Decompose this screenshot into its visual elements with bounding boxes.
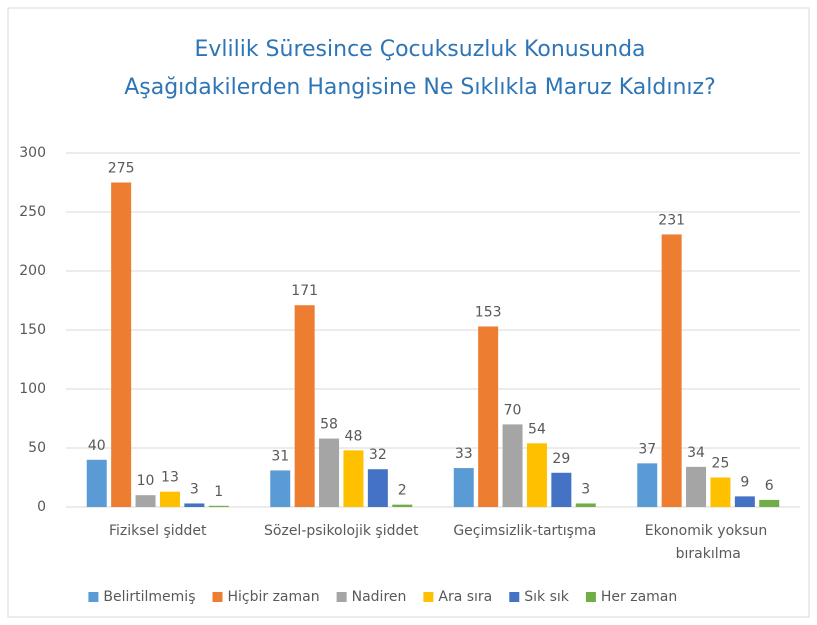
- data-label: 10: [137, 473, 155, 489]
- data-label: 153: [475, 304, 502, 320]
- data-label: 25: [712, 456, 730, 472]
- data-label: 3: [190, 481, 199, 497]
- legend-swatch: [509, 592, 520, 602]
- y-tick-label: 250: [19, 204, 46, 220]
- data-label: 48: [345, 428, 363, 444]
- x-tick-label: Ekonomik yoksun bırakılma: [645, 523, 772, 562]
- legend-label: Nadiren: [352, 589, 407, 605]
- legend-label: Sık sık: [524, 589, 570, 605]
- bar: [686, 466, 707, 507]
- y-tick-label: 100: [19, 381, 46, 397]
- y-tick-label: 300: [19, 145, 46, 161]
- data-label: 58: [320, 417, 338, 433]
- bar: [367, 469, 388, 507]
- x-tick-label: Fiziksel şiddet: [109, 523, 207, 539]
- bar: [551, 472, 572, 507]
- x-tick-label: Geçimsizlik-tartışma: [453, 523, 596, 539]
- data-label: 31: [271, 448, 289, 464]
- x-tick-label: Sözel-psikolojik şiddet: [264, 523, 419, 539]
- data-label: 40: [88, 438, 106, 454]
- data-label: 275: [108, 161, 135, 177]
- legend-swatch: [88, 592, 99, 602]
- bar: [294, 305, 315, 507]
- bar: [575, 503, 596, 507]
- y-tick-label: 200: [19, 263, 46, 279]
- bar: [392, 504, 413, 507]
- data-label: 70: [504, 402, 522, 418]
- legend-label: Ara sıra: [438, 589, 492, 605]
- bar: [86, 459, 107, 507]
- data-label: 171: [291, 283, 318, 299]
- bar: [710, 477, 731, 507]
- data-label: 9: [740, 474, 749, 490]
- bar: [111, 182, 132, 507]
- legend-swatch: [336, 592, 347, 602]
- chart-title: Evlilik Süresince Çocuksuzluk Konusunda: [194, 37, 645, 62]
- y-tick-label: 50: [28, 440, 46, 456]
- bar: [135, 495, 156, 507]
- data-label: 13: [161, 470, 179, 486]
- bar: [526, 443, 547, 507]
- legend-swatch: [212, 592, 223, 602]
- bar: [159, 491, 180, 507]
- bar: [453, 468, 474, 507]
- legend-label: Hiçbir zaman: [227, 589, 319, 605]
- bar: [208, 505, 229, 507]
- legend-label: Belirtilmemiş: [103, 589, 195, 605]
- bar: [734, 496, 755, 507]
- data-label: 2: [398, 483, 407, 499]
- bar: [478, 326, 499, 507]
- chart-title: Aşağıdakilerden Hangisine Ne Sıklıkla Ma…: [124, 75, 716, 100]
- data-label: 54: [528, 421, 546, 437]
- data-label: 33: [455, 446, 473, 462]
- data-label: 1: [214, 484, 223, 500]
- bar: [661, 234, 682, 508]
- y-tick-label: 150: [19, 322, 46, 338]
- bar: [319, 438, 340, 507]
- bar: [759, 499, 780, 507]
- data-label: 32: [369, 447, 387, 463]
- data-label: 34: [687, 445, 705, 461]
- y-tick-label: 0: [37, 499, 46, 515]
- data-label: 3: [581, 481, 590, 497]
- legend-swatch: [585, 592, 596, 602]
- data-label: 6: [765, 478, 774, 494]
- legend-label: Her zaman: [601, 589, 677, 605]
- data-label: 29: [552, 451, 570, 467]
- bar: [184, 503, 205, 507]
- bar: [637, 463, 658, 507]
- data-label: 37: [638, 441, 656, 457]
- bar: [343, 450, 364, 507]
- bar: [502, 424, 523, 507]
- data-label: 231: [658, 212, 685, 228]
- legend-swatch: [423, 592, 434, 602]
- bar: [270, 470, 291, 507]
